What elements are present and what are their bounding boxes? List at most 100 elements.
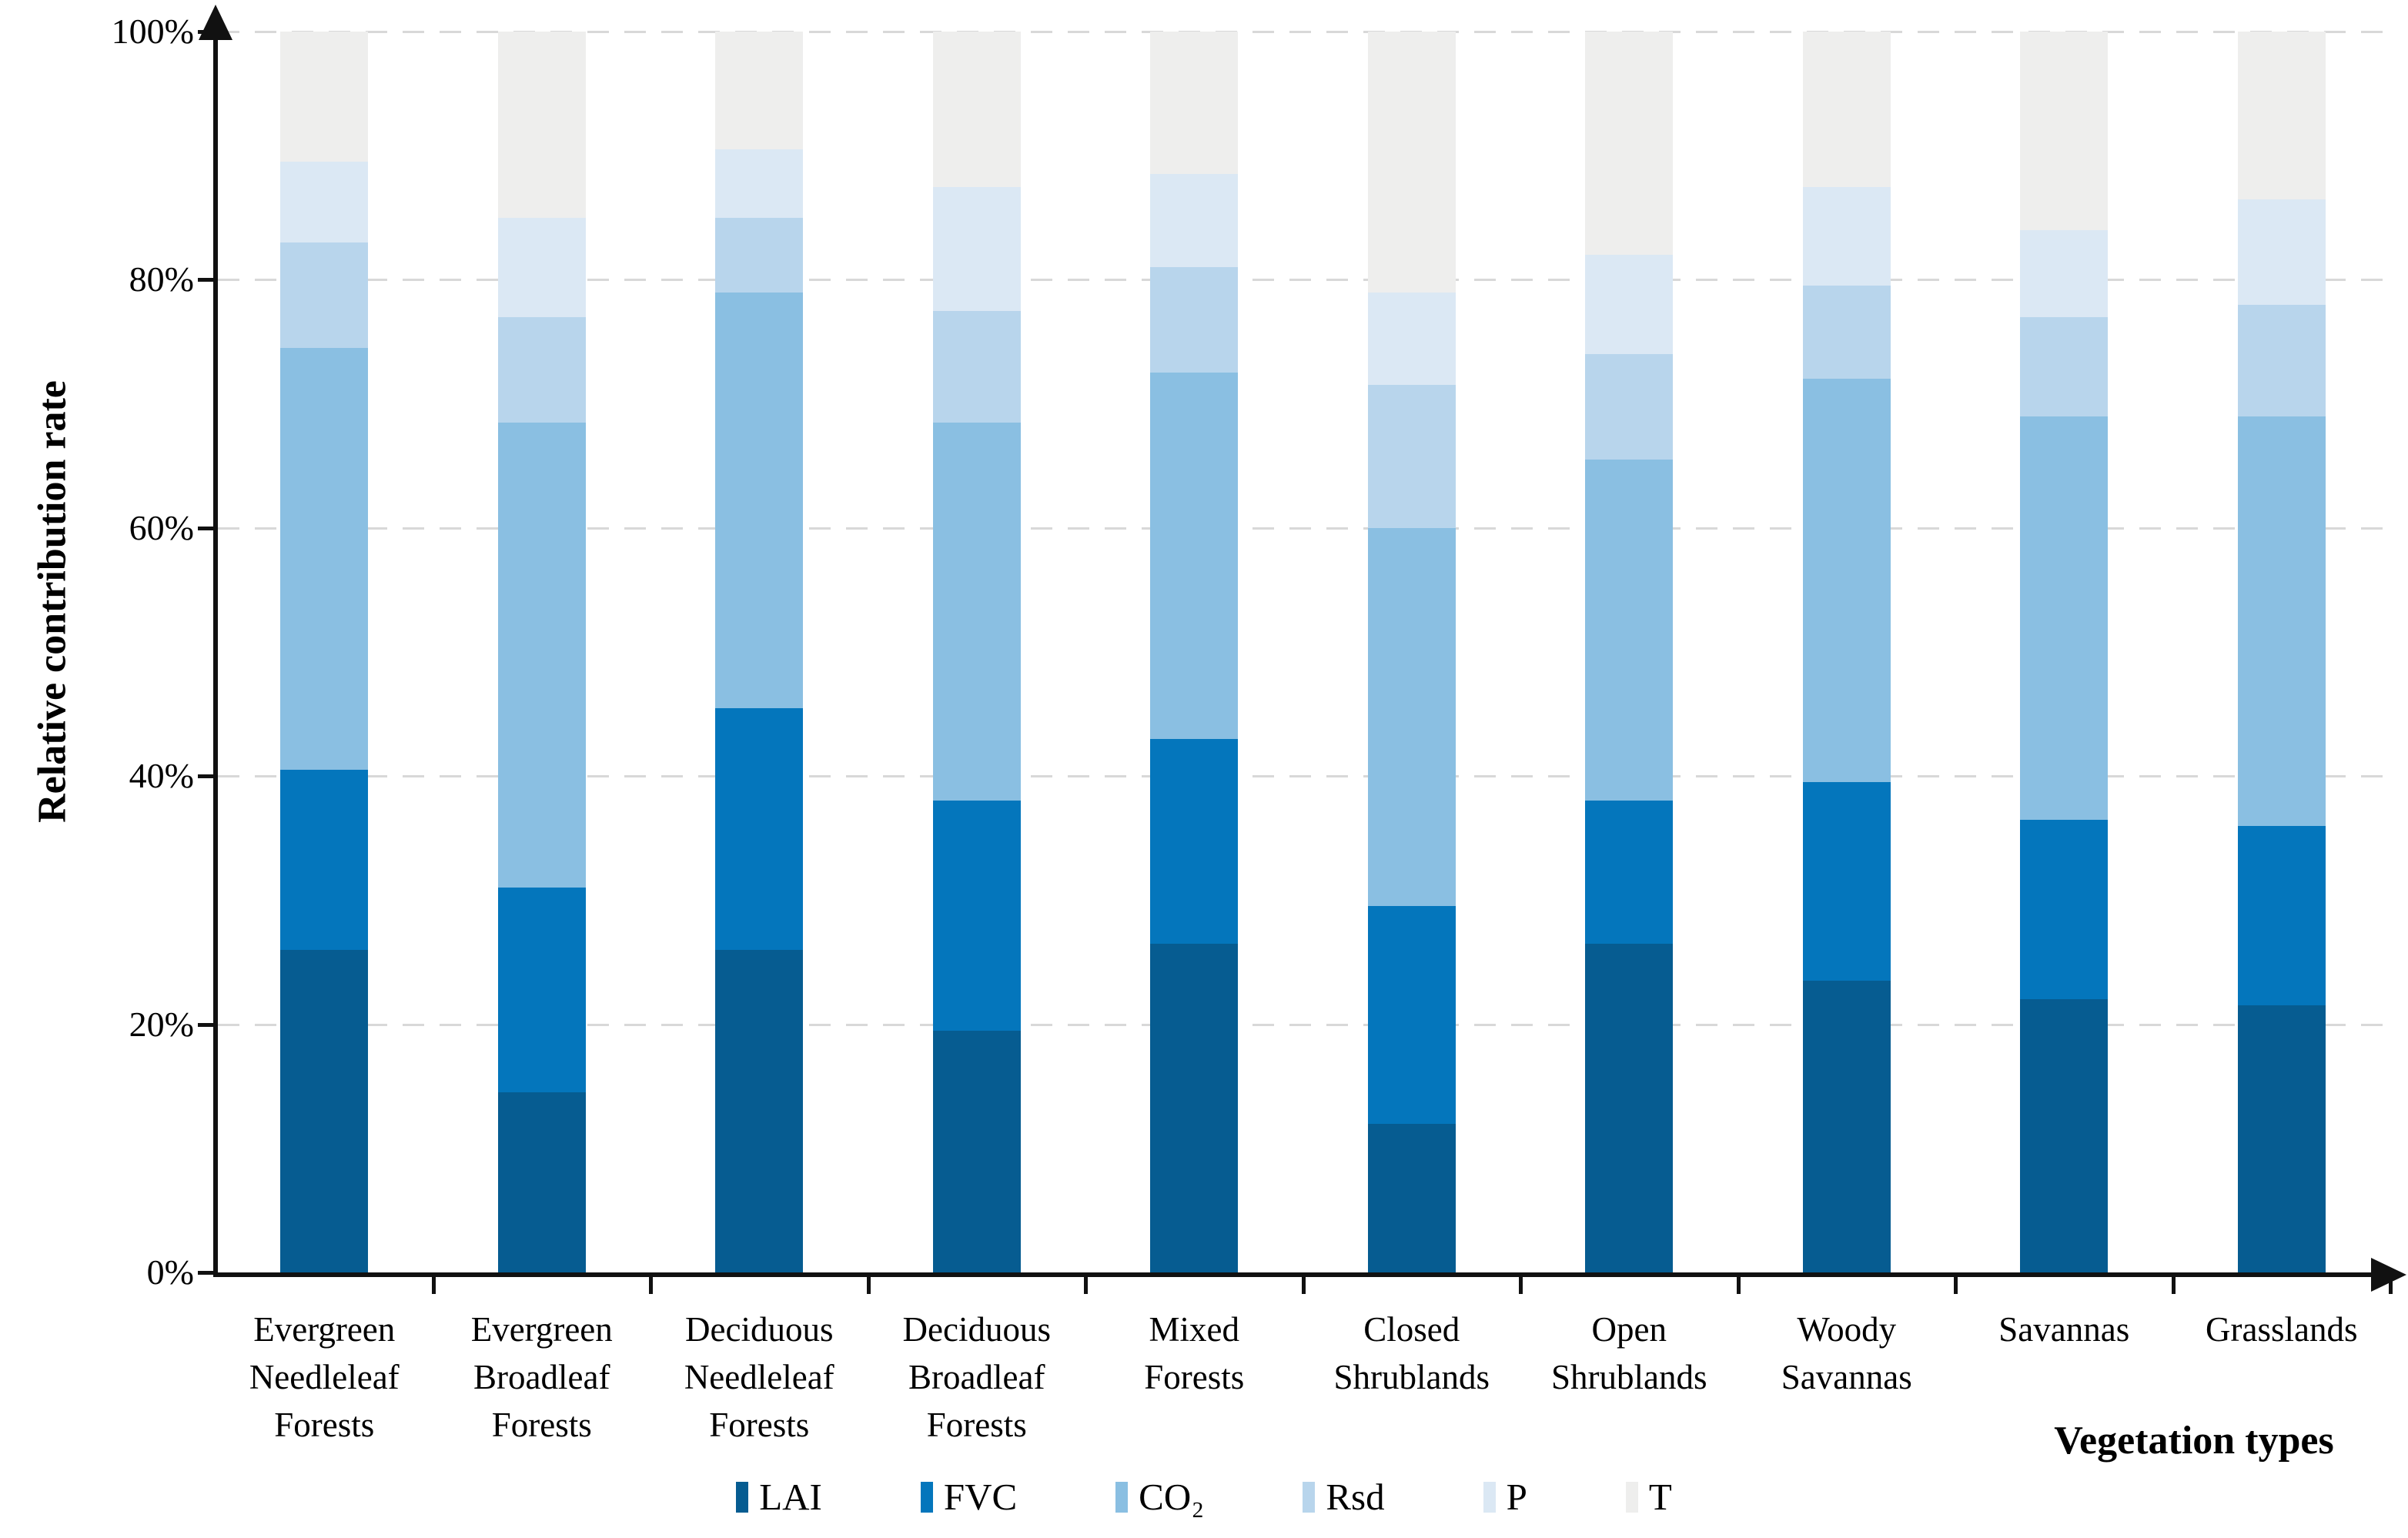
category-label-line: Forests (491, 1406, 592, 1444)
bar-segment-T-9 (2020, 32, 2109, 230)
legend-swatch-P (1483, 1481, 1496, 1513)
y-axis-tick-100 (198, 30, 213, 34)
bar-segment-FVC-7 (1585, 801, 1674, 944)
category-label-line: Broadleaf (908, 1358, 1045, 1396)
category-label-line: Deciduous (685, 1310, 834, 1349)
bar-segment-CO₂-3 (715, 292, 804, 708)
bar-segment-P-6 (1367, 292, 1456, 386)
x-axis-title: Vegetation types (2054, 1419, 2334, 1463)
bar-segment-Rsd-1 (280, 242, 369, 349)
legend-swatch-LAI (736, 1481, 749, 1513)
bar-segment-P-7 (1585, 255, 1674, 355)
bar-segment-T-8 (1802, 32, 1891, 187)
category-label-10: Grasslands (2166, 1306, 2399, 1353)
bar-segment-Rsd-7 (1585, 354, 1674, 460)
y-axis-tick-0 (198, 1271, 213, 1275)
bar-segment-LAI-8 (1802, 981, 1891, 1272)
legend-swatch-CO₂ (1115, 1481, 1129, 1513)
bar-segment-FVC-9 (2020, 819, 2109, 1000)
x-axis-tick-1 (431, 1277, 436, 1294)
bar-segment-LAI-2 (497, 1092, 586, 1272)
gridline-80 (218, 279, 2390, 282)
bar-segment-FVC-1 (280, 770, 369, 950)
y-tick-label-80: 80% (129, 259, 194, 299)
bar-segment-P-5 (1150, 174, 1239, 268)
x-axis-line (213, 1272, 2393, 1277)
bar-segment-P-4 (932, 186, 1021, 311)
bar-segment-CO₂-10 (2237, 416, 2326, 826)
y-tick-label-40: 40% (129, 756, 194, 796)
category-label-line: Grasslands (2206, 1310, 2358, 1349)
bar-segment-LAI-5 (1150, 943, 1239, 1272)
bar-segment-LAI-1 (280, 949, 369, 1272)
bar-segment-P-3 (715, 149, 804, 218)
gridline-60 (218, 527, 2390, 530)
category-label-line: Needleleaf (249, 1358, 400, 1396)
bar-segment-LAI-7 (1585, 943, 1674, 1272)
bar-segment-P-2 (497, 217, 586, 317)
bar-segment-FVC-8 (1802, 782, 1891, 981)
category-label-line: Forests (1144, 1358, 1245, 1396)
y-axis-title: Relative contribution rate (30, 380, 75, 823)
y-axis-line (213, 31, 218, 1275)
bar-segment-FVC-4 (932, 801, 1021, 1031)
bar-segment-P-1 (280, 162, 369, 243)
category-label-8: Woody Savannas (1731, 1306, 1964, 1401)
category-label-line: Savannas (1998, 1310, 2130, 1349)
gridline-40 (218, 775, 2390, 778)
category-label-6: Closed Shrublands (1296, 1306, 1529, 1401)
bar-segment-CO₂-1 (280, 348, 369, 771)
y-axis-tick-80 (198, 278, 213, 283)
bar-segment-FVC-6 (1367, 906, 1456, 1124)
category-label-line: Forests (709, 1406, 810, 1444)
bar-segment-Rsd-10 (2237, 304, 2326, 416)
bar-segment-LAI-9 (2020, 999, 2109, 1272)
bar-segment-CO₂-7 (1585, 460, 1674, 801)
bar-segment-T-3 (715, 32, 804, 150)
x-axis-tick-3 (866, 1277, 871, 1294)
category-label-3: Deciduous Needleleaf Forests (643, 1306, 876, 1449)
legend-item-CO₂: CO₂ (1115, 1475, 1204, 1519)
bar-segment-Rsd-6 (1367, 385, 1456, 528)
y-axis-tick-40 (198, 774, 213, 779)
bar-segment-LAI-6 (1367, 1123, 1456, 1272)
bar-segment-FVC-10 (2237, 825, 2326, 1006)
bar-segment-T-7 (1585, 32, 1674, 256)
category-label-line: Mixed (1149, 1310, 1240, 1349)
bar-segment-P-10 (2237, 199, 2326, 305)
y-axis-arrow-icon (199, 5, 232, 40)
bar-segment-P-8 (1802, 186, 1891, 286)
legend-item-LAI: LAI (736, 1475, 822, 1519)
legend-label: P (1506, 1476, 1527, 1518)
bar-segment-Rsd-4 (932, 310, 1021, 423)
bar-segment-FVC-3 (715, 707, 804, 950)
legend-swatch-Rsd (1303, 1481, 1316, 1513)
bar-segment-Rsd-8 (1802, 286, 1891, 379)
bar-segment-T-10 (2237, 32, 2326, 199)
category-label-line: Deciduous (902, 1310, 1051, 1349)
legend-item-FVC: FVC (920, 1475, 1017, 1519)
bar-segment-CO₂-4 (932, 422, 1021, 801)
legend: LAI FVC CO₂ Rsd P T (0, 1475, 2408, 1519)
category-label-5: Mixed Forests (1078, 1306, 1311, 1401)
legend-item-P: P (1483, 1475, 1527, 1519)
gridline-20 (218, 1023, 2390, 1026)
y-tick-label-20: 20% (129, 1004, 194, 1044)
y-tick-label-100: 100% (111, 12, 194, 51)
legend-label: Rsd (1326, 1476, 1385, 1518)
legend-swatch-FVC (920, 1481, 933, 1513)
y-axis-tick-20 (198, 1022, 213, 1027)
x-axis-tick-9 (2171, 1277, 2176, 1294)
category-label-line: Closed (1363, 1310, 1460, 1349)
y-axis-tick-60 (198, 526, 213, 530)
legend-item-Rsd: Rsd (1303, 1475, 1385, 1519)
category-label-1: Evergreen Needleleaf Forests (208, 1306, 441, 1449)
bar-segment-T-4 (932, 32, 1021, 187)
category-label-4: Deciduous Broadleaf Forests (861, 1306, 1094, 1449)
category-label-7: Open Shrublands (1513, 1306, 1746, 1401)
bar-segment-CO₂-6 (1367, 527, 1456, 907)
bar-segment-P-9 (2020, 229, 2109, 317)
x-axis-tick-2 (649, 1277, 653, 1294)
bar-segment-T-2 (497, 32, 586, 218)
